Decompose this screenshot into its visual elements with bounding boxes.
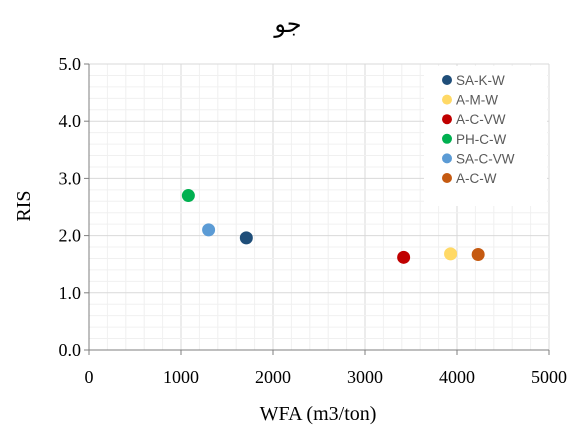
x-axis-title: WFA (m3/ton) (260, 403, 377, 425)
tick-labels: 0.0 1.0 2.0 3.0 4.0 5.0 0 1000 2000 3000 4000 5000 (59, 54, 568, 387)
data-point-a-c-w (471, 247, 485, 261)
y-tick-label: 0.0 (59, 340, 82, 360)
legend-label: A-C-W (456, 171, 497, 186)
y-tick-label: 4.0 (59, 111, 82, 131)
legend-marker (442, 114, 452, 125)
legend-marker (442, 75, 452, 85)
x-tick-label: 5000 (531, 367, 567, 387)
x-tick-label: 2000 (255, 367, 291, 387)
x-tick-label: 4000 (439, 367, 475, 387)
legend-label: SA-C-VW (456, 151, 515, 166)
data-point-sa-c-vw (202, 223, 216, 237)
legend-label: A-M-W (456, 93, 498, 108)
legend-marker (442, 173, 452, 183)
y-tick-label: 1.0 (59, 283, 82, 303)
data-point-a-m-w (444, 247, 458, 261)
y-tick-label: 2.0 (59, 226, 82, 246)
data-points (181, 189, 485, 264)
legend-label: PH-C-W (456, 132, 506, 147)
legend-marker (442, 133, 452, 144)
data-point-ph-c-w (181, 189, 195, 203)
legend: SA-K-W A-M-W A-C-VW PH-C-W SA-C-VW A-C-W (424, 66, 547, 206)
y-tick-label: 3.0 (59, 168, 82, 188)
x-tick-label: 1000 (163, 367, 199, 387)
x-tick-label: 0 (85, 367, 94, 387)
legend-label: SA-K-W (456, 73, 505, 88)
legend-marker (442, 94, 452, 105)
legend-label: A-C-VW (456, 112, 506, 127)
chart-title: جو (273, 10, 301, 38)
y-tick-label: 5.0 (59, 54, 82, 74)
legend-marker (442, 153, 452, 164)
data-point-sa-k-w (239, 231, 253, 245)
data-point-a-c-vw (397, 250, 411, 264)
y-axis-title: RIS (13, 190, 35, 221)
axes (84, 63, 550, 355)
x-tick-label: 3000 (347, 367, 383, 387)
